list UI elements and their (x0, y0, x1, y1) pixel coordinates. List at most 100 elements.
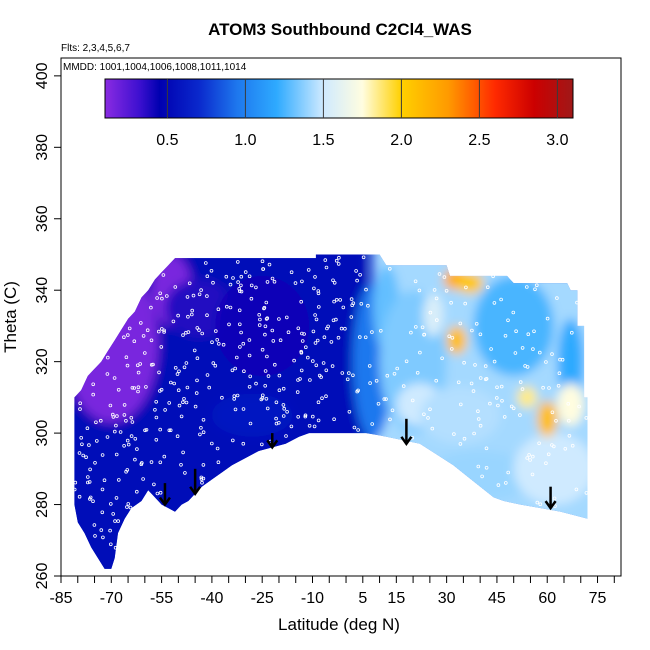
sample-point (257, 312, 262, 317)
sample-point (249, 283, 254, 288)
sample-point (232, 394, 237, 398)
sample-point (332, 280, 337, 285)
sample-point (300, 331, 304, 336)
sample-point (336, 335, 341, 340)
sample-point (169, 380, 173, 385)
sample-point (239, 283, 243, 288)
sample-point (470, 328, 474, 333)
sample-point (321, 361, 326, 365)
sample-point (211, 361, 216, 365)
sample-point (271, 339, 276, 343)
sample-point (264, 300, 269, 305)
sample-point (122, 443, 126, 448)
sample-point (442, 275, 447, 279)
sample-point (139, 321, 143, 325)
sample-point (286, 330, 291, 335)
sample-point (179, 462, 183, 467)
sample-point (332, 299, 336, 304)
sample-point (118, 430, 123, 434)
sample-point (310, 414, 315, 419)
heatmap-layer (74, 254, 588, 569)
flight-arrow (189, 468, 202, 496)
sample-point (282, 406, 287, 411)
sample-point (126, 442, 131, 447)
sample-point (544, 461, 548, 466)
sample-point (464, 285, 468, 290)
sample-point (101, 535, 105, 540)
sample-point (395, 366, 400, 371)
sample-point (87, 480, 92, 484)
sample-point (289, 424, 294, 429)
sample-point (141, 477, 145, 481)
sample-point (192, 348, 197, 353)
sample-point (231, 276, 235, 280)
sample-point (115, 414, 119, 418)
sample-point (276, 420, 281, 425)
sample-point (458, 442, 463, 446)
sample-point (237, 286, 242, 291)
sample-point (473, 363, 477, 367)
sample-point (499, 297, 503, 302)
sample-point (337, 255, 341, 260)
sample-point (469, 381, 474, 386)
sample-point (122, 413, 127, 417)
heat-zone (456, 272, 484, 294)
sample-point (133, 457, 137, 462)
sample-point (502, 415, 507, 419)
sample-point (86, 475, 90, 479)
sample-point (126, 333, 130, 337)
sample-point (363, 335, 368, 340)
sample-point (113, 545, 118, 550)
sample-point (334, 297, 339, 302)
sample-point (88, 467, 92, 472)
sample-point (87, 443, 91, 447)
colorbar-tick-label: 3.0 (546, 132, 568, 149)
sample-point (130, 385, 135, 390)
sample-point (478, 423, 483, 428)
x-tick-label: 45 (488, 590, 506, 607)
sample-point (296, 326, 301, 331)
y-tick-label: 340 (34, 277, 51, 304)
flight-arrow (400, 418, 413, 446)
heat-zone (164, 279, 233, 337)
sample-point (274, 416, 278, 421)
sample-point (158, 490, 163, 495)
sample-point (205, 294, 209, 298)
sample-point (272, 279, 277, 284)
sample-point (72, 487, 77, 492)
sample-point (193, 404, 198, 409)
sample-point (509, 404, 514, 409)
sample-point (316, 305, 321, 309)
sample-point (478, 332, 483, 337)
sample-point (387, 266, 392, 271)
sample-point (102, 478, 107, 483)
sample-point (117, 478, 121, 482)
sample-point (129, 415, 134, 420)
sample-point (324, 265, 329, 270)
sample-point (100, 453, 105, 457)
sample-point (161, 273, 166, 277)
sample-point (570, 443, 575, 448)
sample-point (316, 400, 321, 405)
sample-point (95, 439, 99, 443)
sample-point (231, 438, 235, 443)
sample-point (227, 322, 231, 327)
sample-point (284, 315, 289, 320)
x-tick-label: 60 (538, 590, 556, 607)
sample-point (112, 376, 117, 380)
sample-point (489, 347, 493, 351)
sample-point (172, 381, 177, 386)
y-tick-label: 360 (34, 205, 51, 232)
sample-point (254, 381, 258, 386)
colorbar-tick-label: 1.0 (234, 132, 256, 149)
sample-point (341, 305, 346, 310)
sample-point (85, 426, 90, 431)
sample-point (127, 326, 132, 331)
sample-point (462, 360, 466, 365)
sample-point (176, 388, 181, 393)
sample-point (109, 542, 113, 547)
x-tick-label: 15 (387, 590, 405, 607)
sample-point (91, 382, 95, 387)
sample-point (182, 396, 186, 401)
x-tick-label: 5 (358, 590, 367, 607)
